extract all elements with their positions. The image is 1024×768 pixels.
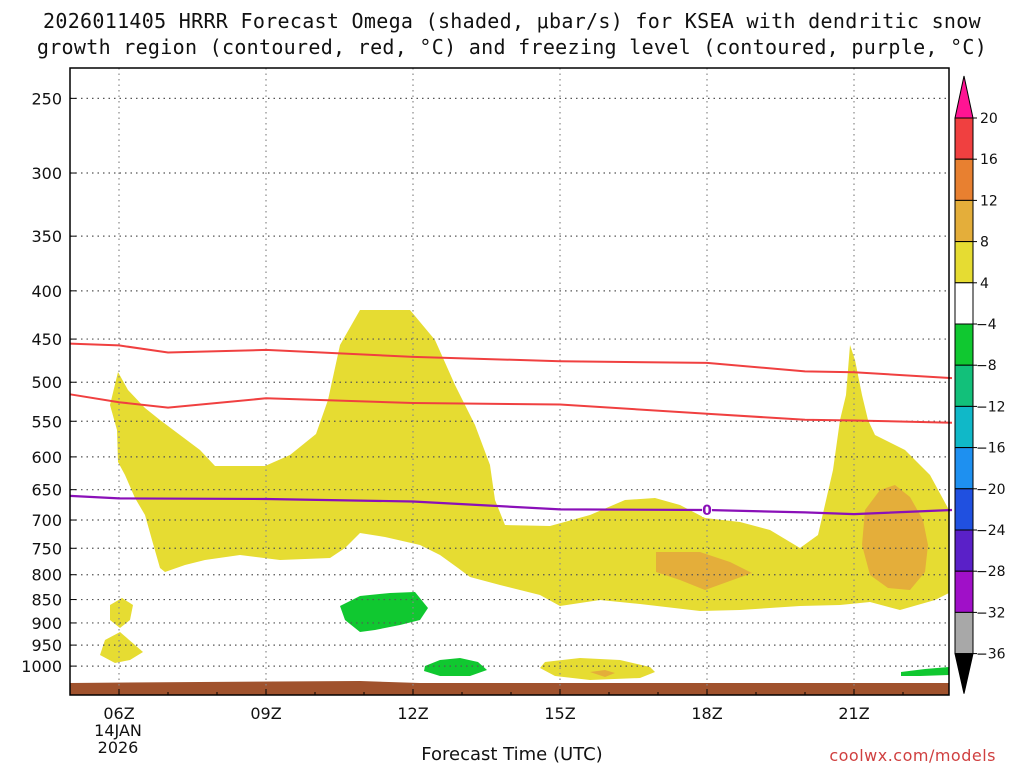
colorbar-label--32: −32	[976, 605, 1006, 621]
y-tick-label-500: 500	[31, 373, 62, 392]
y-tick-label-300: 300	[31, 164, 62, 183]
y-tick-label-350: 350	[31, 227, 62, 246]
x-axis-label: Forecast Time (UTC)	[421, 744, 603, 765]
colorbar-label-8: 8	[980, 235, 989, 251]
colorbar-label--36: −36	[976, 647, 1006, 663]
colorbar-label--16: −16	[976, 441, 1006, 457]
colorbar-bin--20-to--24	[954, 488, 974, 531]
colorbar-bin-20-to-16	[954, 117, 974, 160]
y-tick-label-700: 700	[31, 511, 62, 530]
y-tick-label-900: 900	[31, 614, 62, 633]
colorbar-label-12: 12	[980, 193, 998, 209]
y-tick-label-1000: 1000	[21, 657, 62, 676]
x-tick-label-15Z: 15Z	[544, 704, 575, 723]
freezing-level-line	[69, 494, 953, 516]
omega-8-12-pocket-small	[590, 670, 615, 677]
y-tick-label-250: 250	[31, 89, 62, 108]
colorbar-bin--28-to--32	[954, 570, 974, 613]
chart-title-line1: 2026011405 HRRR Forecast Omega (shaded, …	[43, 9, 981, 33]
colorbar-label--12: −12	[976, 399, 1006, 415]
colorbar-top-arrow	[954, 75, 974, 119]
y-tick-label-600: 600	[31, 448, 62, 467]
colorbar-bin--16-to--20	[954, 447, 974, 490]
y-tick-label-400: 400	[31, 282, 62, 301]
omega-positive-patch-low	[100, 632, 143, 663]
colorbar-bin-12-to-8	[954, 199, 974, 243]
omega-negative-pocket-13z	[424, 658, 487, 676]
colorbar-label--24: −24	[976, 523, 1006, 539]
omega-positive-patch-850	[110, 598, 133, 628]
omega-positive-patch-1000	[540, 658, 655, 680]
x-tick-label-12Z: 12Z	[397, 704, 428, 723]
x-date-line2: 2026	[97, 738, 139, 757]
colorbar-label--28: −28	[976, 564, 1006, 580]
colorbar-bin-4-to--4	[954, 282, 974, 325]
colorbar-label--4: −4	[976, 317, 997, 333]
colorbar-label-4: 4	[980, 276, 989, 292]
y-tick-label-550: 550	[31, 412, 62, 431]
colorbar-label-20: 20	[980, 111, 998, 127]
colorbar-bin-8-to-4	[954, 241, 974, 284]
y-tick-label-750: 750	[31, 539, 62, 558]
y-tick-label-850: 850	[31, 591, 62, 610]
colorbar-bin--24-to--28	[954, 529, 974, 572]
dgz-contour-upper	[69, 342, 953, 380]
x-tick-label-21Z: 21Z	[838, 704, 869, 723]
site-credit: coolwx.com/models	[829, 746, 996, 765]
colorbar-label-16: 16	[980, 152, 998, 168]
colorbar-bin--8-to--12	[954, 364, 974, 407]
terrain-band	[70, 681, 949, 695]
chart-title-line2: growth region (contoured, red, °C) and f…	[36, 35, 988, 59]
y-tick-label-950: 950	[31, 636, 62, 655]
colorbar-bin--12-to--16	[954, 405, 974, 449]
x-tick-label-09Z: 09Z	[250, 704, 281, 723]
colorbar-bin--4-to--8	[954, 323, 974, 366]
omega-positive-main	[110, 310, 949, 611]
x-date: 14JAN 2026	[88, 722, 148, 756]
plot-frame	[69, 67, 950, 696]
omega-negative-pocket-11z	[340, 592, 428, 632]
colorbar-bottom-arrow	[954, 653, 974, 694]
dgz-contour-lower	[69, 393, 953, 424]
y-tick-label-650: 650	[31, 481, 62, 500]
x-date-line1: 14JAN	[94, 721, 142, 740]
colorbar-label--8: −8	[976, 358, 997, 374]
colorbar-bin--32-to--36	[954, 611, 974, 655]
omega-negative-pocket-23z	[901, 667, 949, 676]
colorbar-label--20: −20	[976, 482, 1006, 498]
y-tick-label-450: 450	[31, 330, 62, 349]
omega-8-12-pocket-18z	[656, 552, 752, 590]
colorbar-bin-16-to-12	[954, 158, 974, 201]
freezing-level-label-bg	[702, 501, 712, 517]
x-tick-label-06Z: 06Z	[103, 704, 134, 723]
freezing-level-label: 0	[702, 503, 712, 519]
y-tick-label-800: 800	[31, 566, 62, 585]
x-tick-label-18Z: 18Z	[691, 704, 722, 723]
